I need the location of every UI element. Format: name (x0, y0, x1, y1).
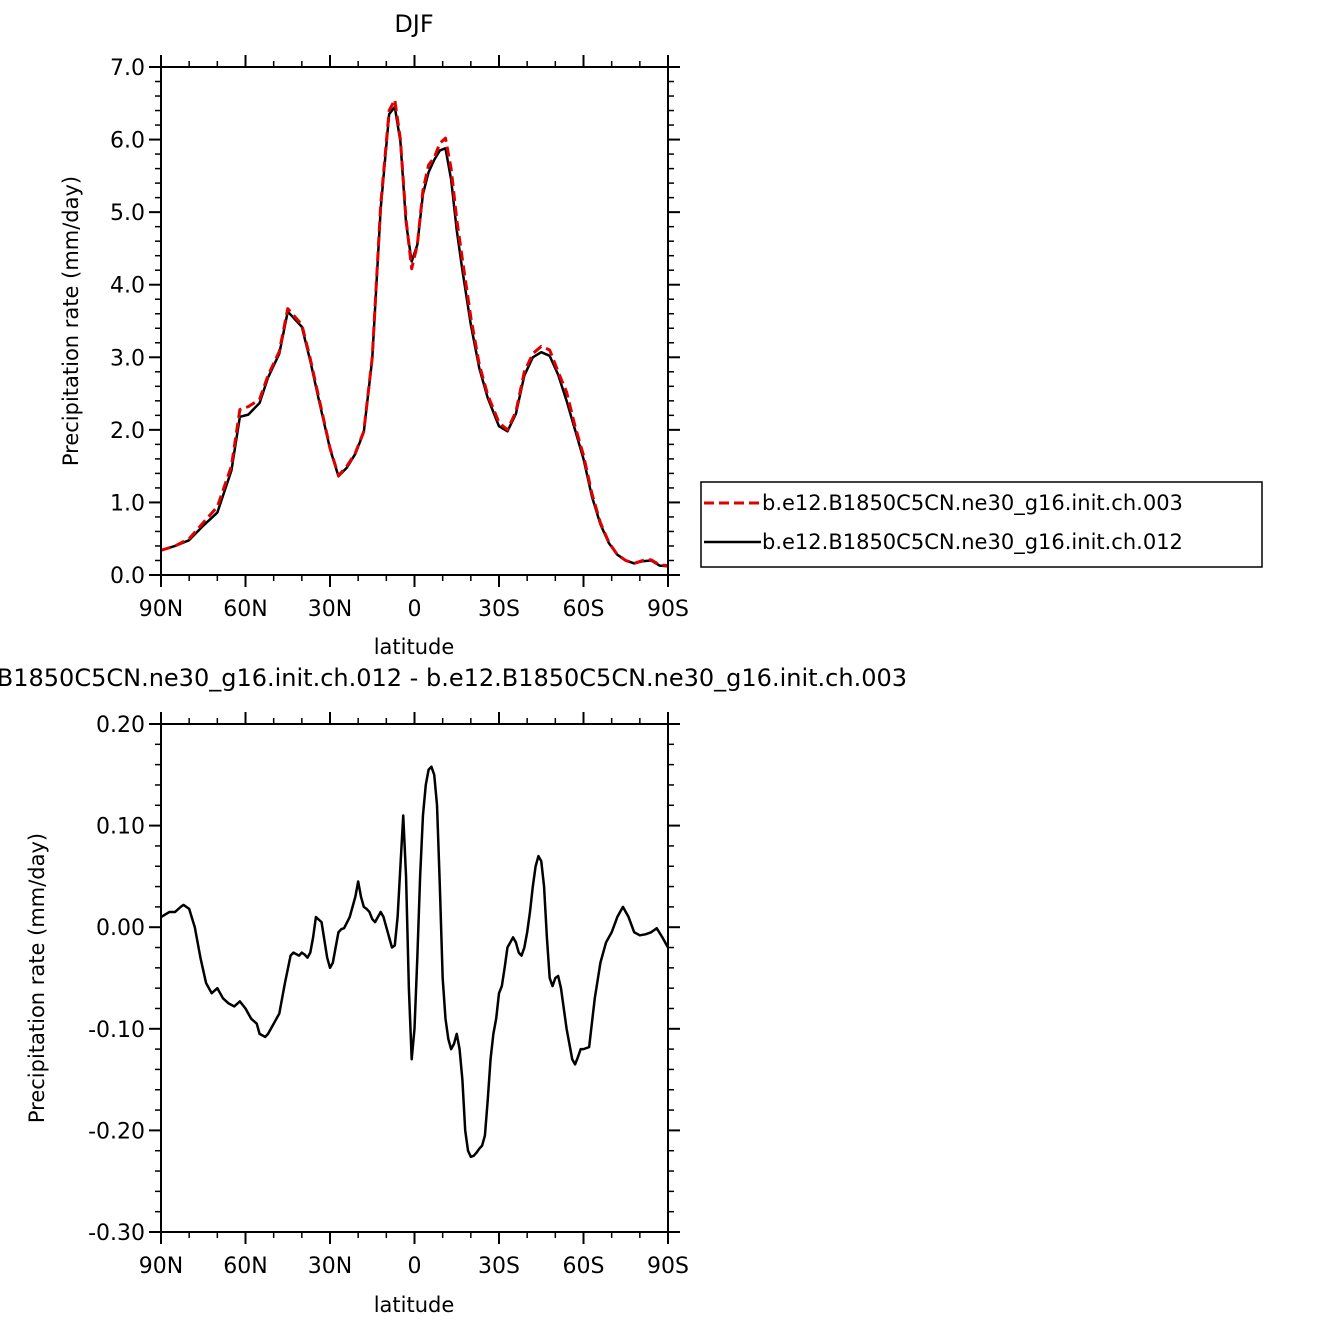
x-tick-label: 60S (563, 1254, 605, 1279)
top-panel-plot-frame (160, 66, 669, 576)
bottom-panel-title: b.e12.B1850C5CN.ne30_g16.init.ch.012 - b… (0, 664, 907, 692)
y-tick-label: -0.20 (88, 1119, 145, 1144)
x-tick-label: 30S (478, 1254, 520, 1279)
x-tick-label: 90N (139, 597, 183, 622)
bottom-panel-plot-frame (160, 723, 669, 1233)
x-tick-label: 0 (408, 1254, 422, 1279)
bottom-panel-y-axis-label: Precipitation rate (mm/day) (25, 833, 49, 1123)
y-tick-label: 4.0 (110, 274, 145, 299)
top-panel-tick-labels: 90N 60N 30N 0 30S 60S 90S 0.0 1.0 2.0 3.0 4.0 5.0 6.0… (110, 56, 689, 622)
y-tick-label: 7.0 (110, 56, 145, 81)
top-panel-series (160, 98, 669, 568)
x-tick-label: 90N (139, 1254, 183, 1279)
top-series-line-1 (160, 98, 669, 568)
bottom-panel-series (160, 765, 670, 1159)
top-panel-ticks (149, 55, 680, 587)
y-tick-label: 0.10 (96, 815, 145, 840)
top-panel-title: DJF (394, 10, 433, 38)
top-panel-x-axis-label: latitude (374, 635, 455, 659)
top-panel-y-axis-label: Precipitation rate (mm/day) (59, 176, 83, 466)
x-tick-label: 30N (308, 1254, 352, 1279)
x-tick-label: 60S (563, 597, 605, 622)
y-tick-label: -0.10 (88, 1018, 145, 1043)
top-panel: DJF 90N 60N 30N 0 30S 60S 90S 0.0 1.0 2.0 3.0 4.0 5.… (59, 10, 1263, 659)
x-tick-label: 60N (223, 1254, 267, 1279)
x-tick-label: 0 (408, 597, 422, 622)
y-tick-label: 1.0 (110, 491, 145, 516)
x-tick-label: 30S (478, 597, 520, 622)
x-tick-label: 30N (308, 597, 352, 622)
legend-label-003: b.e12.B1850C5CN.ne30_g16.init.ch.003 (762, 491, 1183, 516)
y-tick-label: 6.0 (110, 129, 145, 154)
x-tick-label: 90S (647, 1254, 689, 1279)
y-tick-label: 0.00 (96, 916, 145, 941)
bottom-series-line-1 (160, 765, 670, 1159)
y-tick-label: 0.20 (96, 713, 145, 738)
y-tick-label: 5.0 (110, 201, 145, 226)
bottom-panel-tick-labels: 90N 60N 30N 0 30S 60S 90S -0.30 -0.20 -0.10 0.00 0.… (88, 713, 689, 1279)
legend-label-012: b.e12.B1850C5CN.ne30_g16.init.ch.012 (762, 530, 1183, 555)
bottom-panel-ticks (149, 712, 680, 1244)
bottom-panel-x-axis-label: latitude (374, 1293, 455, 1317)
y-tick-label: 3.0 (110, 346, 145, 371)
bottom-panel: b.e12.B1850C5CN.ne30_g16.init.ch.012 - b… (0, 664, 907, 1317)
x-tick-label: 60N (223, 597, 267, 622)
legend-box (700, 481, 1263, 568)
x-tick-label: 90S (647, 597, 689, 622)
y-tick-label: 2.0 (110, 419, 145, 444)
y-tick-label: 0.0 (110, 564, 145, 589)
legend: b.e12.B1850C5CN.ne30_g16.init.ch.003 b.e… (700, 481, 1263, 568)
y-tick-label: -0.30 (88, 1221, 145, 1246)
